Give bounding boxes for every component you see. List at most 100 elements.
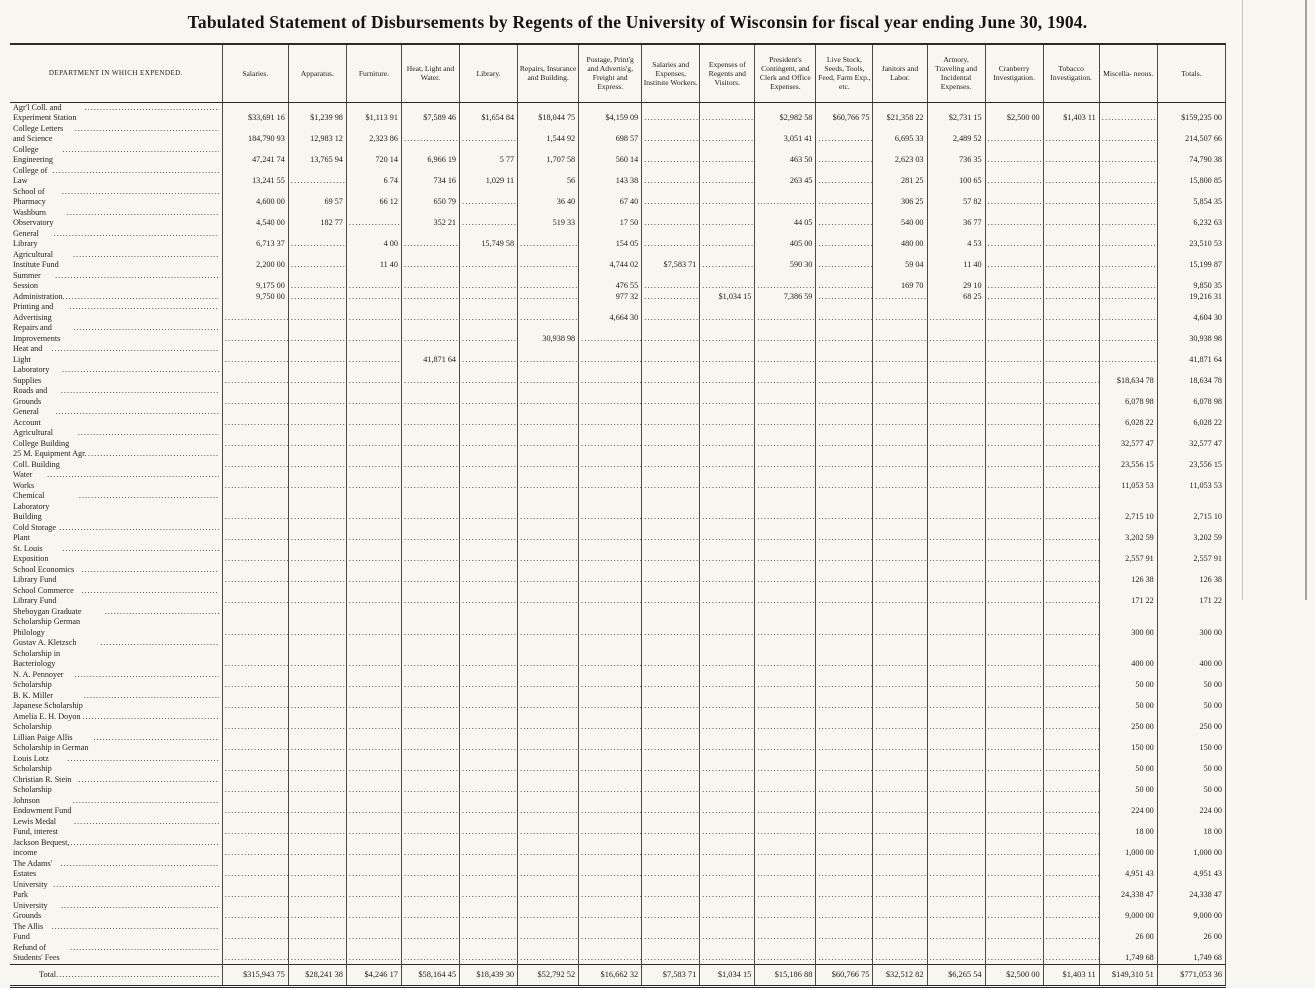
table-row: Agricultural College Building...........… [10,428,1227,449]
value-cell: ........................................… [754,270,816,292]
total-value-cell: $1,403 11 [1042,963,1100,986]
value-cell: ........................................… [699,228,755,250]
value-cell: ........................................… [926,858,986,880]
table-row: Administration..........................… [10,291,1227,302]
dot-leader: ........................................… [78,491,219,500]
value-cell: ........................................… [754,449,816,470]
value-cell: ........................................… [815,921,873,943]
value-cell: ........................................… [287,837,347,859]
value-cell: ........................................… [459,270,518,292]
value-cell: ........................................… [1042,270,1100,292]
value-cell: ........................................… [578,407,642,428]
value-cell: ........................................… [872,732,928,754]
dot-leader: ........................................… [60,900,219,910]
value-cell: 12,983 12 [287,123,347,145]
value-cell: ........................................… [984,837,1044,859]
value-cell: ........................................… [1042,249,1100,271]
value-cell: ........................................… [459,302,518,323]
value-cell: ........................................… [815,774,873,796]
value-cell: ........................................… [287,543,347,565]
value-cell: ........................................… [754,690,816,712]
column-header: President's Contingent, and Clerk and Of… [754,44,816,103]
value-cell: ........................................… [287,711,347,733]
value-cell: ........................................… [815,386,873,407]
value-cell: ........................................… [287,291,347,302]
value-cell: 182 77 [287,207,347,229]
value-cell: 2,200 00 [221,249,289,271]
value-cell: ........................................… [872,344,928,365]
value-cell: $2,731 15 [926,102,986,124]
value-cell: ........................................… [345,942,402,964]
department-cell: Lillian Paige Allis Scholarship in Germa… [10,733,222,754]
value-cell: ........................................… [815,123,873,145]
dot-leader: ........................................… [52,165,219,175]
value-cell: ........................................… [400,690,460,712]
value-cell: ........................................… [578,585,642,607]
table-row: Chemical Laboratory Building............… [10,491,1227,523]
value-cell: 1,000 00 [1098,837,1158,859]
value-cell: ........................................… [984,470,1044,491]
dot-leader: ........................................… [77,428,219,437]
department-cell: N. A. Pennoyer Scholarship..............… [10,670,222,691]
value-cell: ........................................… [1042,228,1100,250]
value-cell: 15,800 85 [1156,165,1227,187]
value-cell: ........................................… [578,774,642,796]
value-cell: ........................................… [815,470,873,491]
value-cell: ........................................… [287,879,347,901]
value-cell: ........................................… [984,795,1044,817]
value-cell: ........................................… [287,323,347,344]
department-label: Christian R. Stein Scholarship [13,774,72,795]
value-cell: 4,951 43 [1156,858,1227,880]
department-label: Sheboygan Graduate Scholarship German Ph… [13,606,82,637]
value-cell: ........................................… [578,323,642,344]
value-cell: ........................................… [1098,291,1158,302]
table-row: Repairs and Improvements................… [10,323,1227,344]
department-cell: General Library.........................… [10,229,222,250]
value-cell: ........................................… [872,753,928,775]
value-cell: ........................................… [345,323,402,344]
department-label: The Allis Fund [13,921,44,942]
value-cell: 169 70 [872,270,928,292]
department-cell: Gustav A. Kletzsch Scholarship in Bacter… [10,638,222,670]
value-cell: ........................................… [754,564,816,586]
dot-leader: ........................................… [60,858,219,868]
value-cell: ........................................… [345,858,402,880]
value-cell: ........................................… [459,323,518,344]
table-row: St. Louis Exposition....................… [10,543,1227,565]
value-cell: 1,707 58 [517,144,579,166]
value-cell: ........................................… [287,470,347,491]
value-cell: ........................................… [287,428,347,449]
department-label: College Engineering [13,144,54,165]
value-cell: ........................................… [641,491,700,523]
page-title: Tabulated Statement of Disbursements by … [187,12,1088,32]
value-cell: ........................................… [754,879,816,901]
value-cell: ........................................… [221,816,289,838]
value-cell: ........................................… [517,858,579,880]
value-cell: 13,765 94 [287,144,347,166]
value-cell: ........................................… [872,302,928,323]
dot-leader: ........................................… [66,207,219,217]
value-cell: ........................................… [459,690,518,712]
value-cell: ........................................… [641,921,700,943]
table-row: School Economics Library Fund...........… [10,564,1227,586]
value-cell: 23,556 15 [1156,449,1227,470]
value-cell: ........................................… [926,606,986,638]
value-cell: ........................................… [926,386,986,407]
value-cell: ........................................… [221,837,289,859]
value-cell: ........................................… [221,522,289,544]
value-cell: ........................................… [400,123,460,145]
value-cell: ........................................… [699,795,755,817]
table-row: The Adams' Estates......................… [10,858,1227,880]
column-header: Armory, Traveling and Incidental Expense… [926,44,986,103]
dot-leader: ........................................… [84,102,219,112]
value-cell: ........................................… [345,207,402,229]
value-cell: 4 00 [345,228,402,250]
dot-leader: ........................................… [61,365,219,374]
value-cell: ........................................… [400,753,460,775]
table-row: General Library.........................… [10,228,1227,250]
value-cell: ........................................… [1098,165,1158,187]
value-cell: ........................................… [699,942,755,964]
value-cell: ........................................… [221,344,289,365]
value-cell: ........................................… [517,774,579,796]
value-cell: ........................................… [1042,323,1100,344]
